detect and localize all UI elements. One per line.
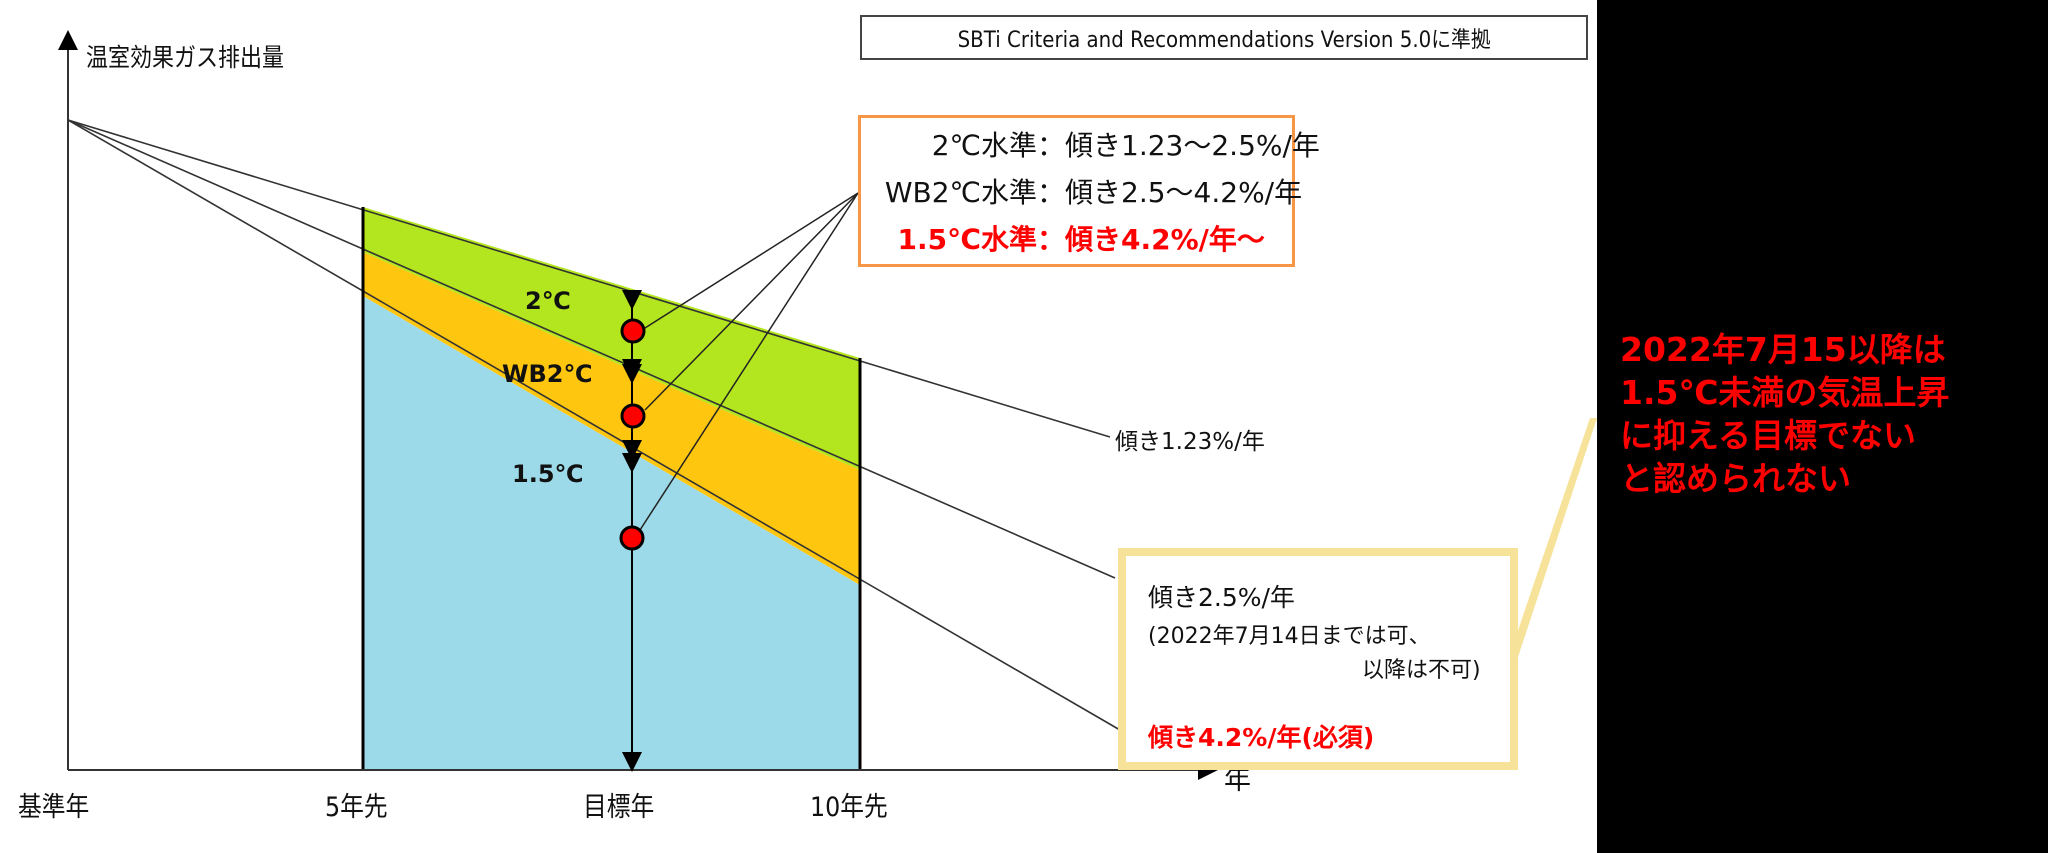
marker-1-5c (619, 525, 645, 551)
level-legend-box: 2℃水準：傾き1.23～2.5%/年 WB2℃水準：傾き2.5～4.2%/年 1… (858, 115, 1320, 267)
side-note: 2022年7月15以降は 1.5℃未満の気温上昇 に抑える目標でない と認められ… (1620, 328, 1949, 500)
level-row-2c: 2℃水準：傾き1.23～2.5%/年 (931, 129, 1320, 162)
slope-label-1-23: 傾き1.23%/年 (1115, 429, 1265, 455)
level-row-wb2c: WB2℃水準：傾き2.5～4.2%/年 (884, 176, 1303, 209)
line-slope-2-5 (67, 119, 1116, 579)
band-wb2c (363, 252, 860, 585)
note-slope-2-5: 傾き2.5%/年 (1148, 583, 1295, 612)
diagram-canvas: 温室効果ガス排出量 基準年 5年先 目標年 10年先 年 2℃ WB2℃ 1.5… (0, 0, 1597, 853)
band-label-1-5c: 1.5℃ (512, 460, 584, 488)
reference-text: SBTi Criteria and Recommendations Versio… (957, 27, 1491, 53)
callout-lines (639, 192, 859, 531)
line-slope-1-23 (67, 119, 1111, 438)
band-2c (363, 207, 860, 470)
line-slope-4-2 (67, 119, 1121, 731)
slope-note-box: 傾き2.5%/年 (2022年7月14日までは可、 以降は不可) 傾き4.2%/… (1118, 548, 1518, 770)
trajectory-lines (67, 119, 1121, 731)
emission-pathway-diagram (58, 30, 1597, 780)
reference-box: SBTi Criteria and Recommendations Versio… (860, 15, 1588, 60)
side-note-line-2: 1.5℃未満の気温上昇 (1620, 373, 1950, 412)
band-label-2c: 2℃ (525, 287, 571, 315)
x-axis-unit: 年 (1224, 765, 1251, 796)
y-axis-label: 温室効果ガス排出量 (86, 43, 285, 72)
side-note-line-1: 2022年7月15以降は (1620, 330, 1946, 369)
side-note-pointer (1508, 418, 1597, 660)
side-note-line-4: と認められない (1620, 459, 1851, 498)
x-tick-base-year: 基準年 (18, 792, 90, 823)
side-note-line-3: に抑える目標でない (1620, 416, 1917, 455)
markers (619, 318, 646, 551)
x-tick-10-years: 10年先 (810, 792, 888, 823)
x-tick-target-year: 目標年 (583, 792, 655, 823)
note-after-date: 以降は不可) (1362, 658, 1481, 683)
marker-wb2c (620, 403, 646, 429)
note-until-date: (2022年7月14日までは可、 (1148, 624, 1431, 649)
band-1-5c (363, 296, 860, 770)
marker-2c (620, 318, 646, 344)
note-slope-4-2-required: 傾き4.2%/年(必須) (1148, 723, 1375, 752)
band-label-wb2c: WB2℃ (502, 360, 593, 388)
level-row-1-5c: 1.5℃水準：傾き4.2%/年～ (897, 223, 1265, 256)
x-tick-5-years: 5年先 (325, 792, 388, 823)
